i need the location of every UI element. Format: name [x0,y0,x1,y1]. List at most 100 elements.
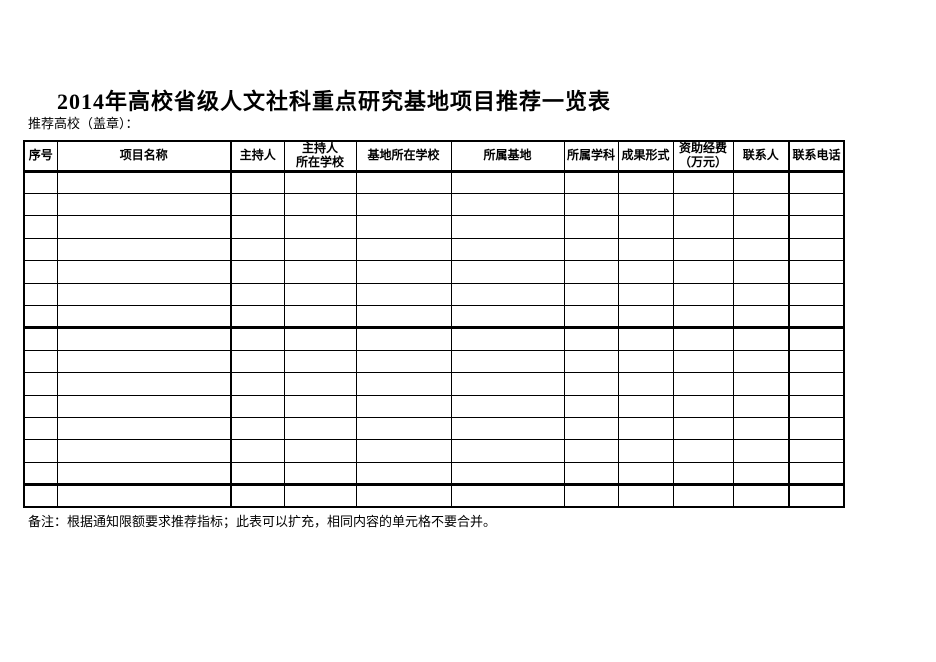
table-row [23,215,845,239]
table-cell [788,394,845,418]
table-cell [450,327,565,351]
table-cell [563,282,619,306]
table-cell [563,461,619,487]
table-row [23,484,845,508]
table-cell [230,394,285,418]
table-cell [230,260,285,284]
table-cell [732,282,790,306]
recommendation-table: 序号 项目名称 主持人 主持人 所在学校 基地所在学校 所属基地 所属学科 成果形式 资助经费 … [23,140,845,508]
table-cell [355,394,452,418]
table-cell [23,349,58,374]
table-cell [355,327,452,351]
table-cell [617,439,674,463]
table-row [23,461,845,487]
table-cell [56,394,232,418]
table-cell [56,282,232,306]
table-cell [23,461,58,487]
table-cell [563,170,619,194]
table-cell [788,416,845,441]
table-cell [672,282,734,306]
table-cell [788,372,845,396]
table-row [23,282,845,306]
table-cell [56,439,232,463]
table-cell [283,484,357,508]
table-cell [563,237,619,262]
table-cell [450,372,565,396]
table-cell [56,260,232,284]
table-cell [230,192,285,217]
table-cell [355,439,452,463]
table-cell [617,416,674,441]
table-cell [563,416,619,441]
table-cell [23,416,58,441]
table-cell [672,484,734,508]
table-cell [230,484,285,508]
table-cell [450,170,565,194]
table-cell [617,237,674,262]
table-cell [283,394,357,418]
table-cell [563,260,619,284]
table-cell [672,237,734,262]
table-cell [672,260,734,284]
table-cell [355,260,452,284]
table-cell [617,394,674,418]
table-cell [617,349,674,374]
table-cell [732,394,790,418]
table-cell [450,282,565,306]
table-cell [23,170,58,194]
table-cell [788,282,845,306]
table-cell [23,372,58,396]
table-cell [230,170,285,194]
table-cell [230,282,285,306]
stamp-line: 推荐高校（盖章）： [28,116,139,131]
table-cell [56,170,232,194]
header-cell: 资助经费 （万元） [672,140,734,173]
table-cell [283,439,357,463]
table-row [23,192,845,217]
table-cell [563,349,619,374]
table-cell [617,192,674,217]
table-cell [672,394,734,418]
table-cell [672,170,734,194]
table-cell [732,192,790,217]
table-cell [617,484,674,508]
table-cell [450,349,565,374]
table-row [23,416,845,441]
table-cell [56,484,232,508]
table-row [23,170,845,194]
table-cell [788,461,845,487]
table-cell [672,461,734,487]
table-cell [788,170,845,194]
table-cell [617,372,674,396]
table-cell [230,215,285,239]
table-cell [732,349,790,374]
table-cell [450,416,565,441]
header-cell: 主持人 [230,140,285,173]
table-cell [56,461,232,487]
table-cell [450,192,565,217]
table-cell [355,282,452,306]
table-cell [355,416,452,441]
table-cell [355,461,452,487]
table-cell [732,372,790,396]
header-cell: 联系人 [732,140,790,173]
header-cell: 联系电话 [788,140,845,173]
table-cell [355,170,452,194]
table-cell [788,349,845,374]
table-cell [563,304,619,330]
table-cell [23,439,58,463]
table-row [23,260,845,284]
table-cell [732,416,790,441]
table-body [23,170,845,508]
table-cell [672,215,734,239]
table-row [23,372,845,396]
table-cell [563,327,619,351]
table-cell [788,260,845,284]
table-cell [283,304,357,330]
table-cell [617,327,674,351]
table-cell [788,484,845,508]
table-cell [56,416,232,441]
table-cell [355,372,452,396]
header-cell: 所属基地 [450,140,565,173]
